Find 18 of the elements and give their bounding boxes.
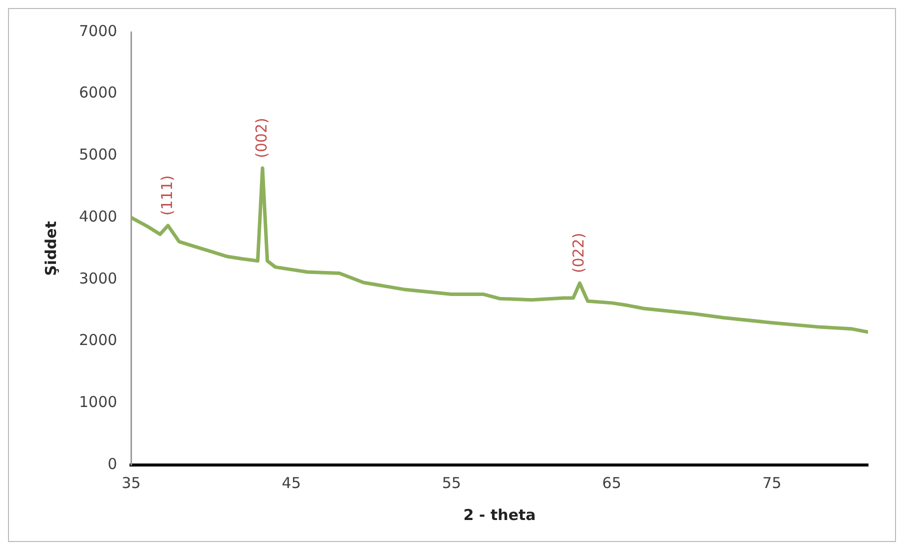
x-tick-label: 55: [442, 474, 462, 492]
y-tick-label: 3000: [78, 269, 118, 288]
x-tick-label: 35: [122, 474, 141, 492]
x-tick-label: 45: [282, 474, 301, 492]
annotation: (002): [252, 118, 270, 158]
y-axis-title: Şiddet: [42, 221, 60, 276]
x-tick-label: 75: [762, 474, 782, 492]
y-tick-label: 0: [108, 454, 118, 473]
annotation: (022): [570, 232, 588, 274]
y-tick-label: 4000: [78, 207, 118, 226]
y-tick-label: 5000: [78, 146, 118, 164]
annotation: (111): [158, 175, 176, 216]
y-tick-label: 1000: [78, 393, 118, 412]
y-tick-label: 7000: [78, 22, 118, 40]
x-axis-title: 2 - theta: [463, 506, 536, 524]
y-tick-label: 6000: [78, 84, 118, 102]
y-tick-label: 2000: [78, 331, 118, 350]
x-tick-label: 65: [602, 474, 622, 492]
